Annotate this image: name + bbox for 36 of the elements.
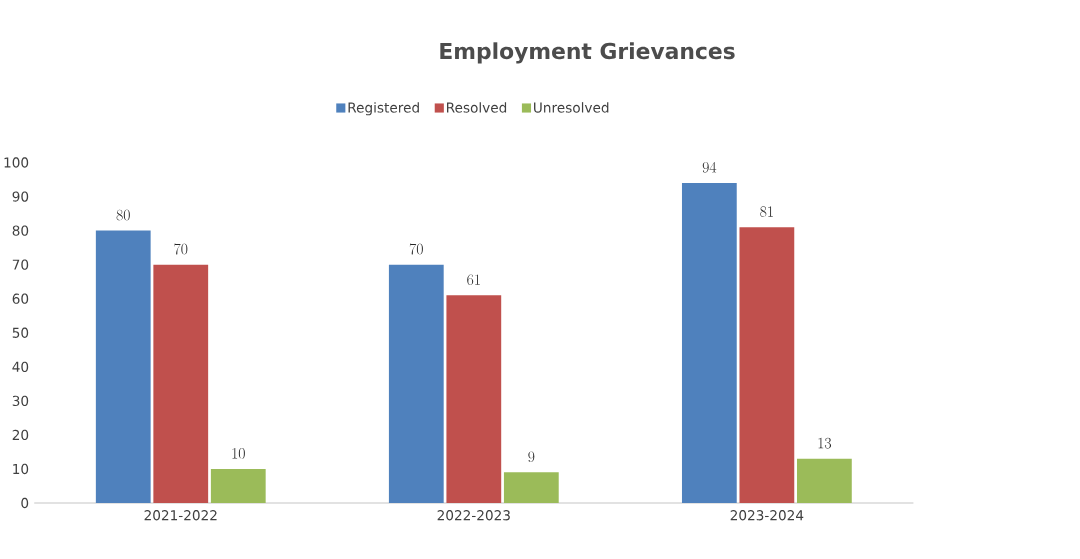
y-tick-label: 10 [13,463,29,475]
data-label: 9 [528,451,535,463]
bar [446,295,502,504]
x-tick-label: 2021-2022 [144,510,217,521]
y-tick-label: 70 [12,259,29,270]
data-label: 80 [116,209,130,221]
y-tick-label: 80 [12,225,29,236]
bar [388,264,444,504]
y-tick-label: 100 [4,157,29,168]
bar [796,458,852,504]
data-label: 13 [818,437,832,449]
chart-title: Employment Grievances [440,42,735,64]
legend-label: Unresolved [534,102,609,113]
data-label: 70 [409,243,423,255]
legend-label: Registered [348,102,419,116]
y-tick-label: 20 [12,429,29,441]
y-tick-label: 90 [12,191,29,202]
legend-label: Resolved [447,102,507,113]
x-tick-label: 2022-2023 [437,510,510,521]
data-label: 94 [702,162,717,173]
data-label: 10 [232,448,245,459]
bar [153,264,209,504]
bar [681,183,737,504]
data-label: 61 [467,274,480,286]
y-tick-label: 0 [21,497,29,509]
bar [95,230,151,504]
y-tick-label: 40 [12,361,29,373]
bar [739,227,795,504]
y-tick-label: 60 [12,293,29,305]
bar [503,472,559,504]
data-label: 81 [760,206,773,218]
data-label: 70 [174,243,188,255]
bar [210,469,266,504]
y-tick-label: 30 [12,395,29,407]
x-tick-label: 2023-2024 [730,510,804,521]
y-tick-label: 50 [12,327,29,339]
